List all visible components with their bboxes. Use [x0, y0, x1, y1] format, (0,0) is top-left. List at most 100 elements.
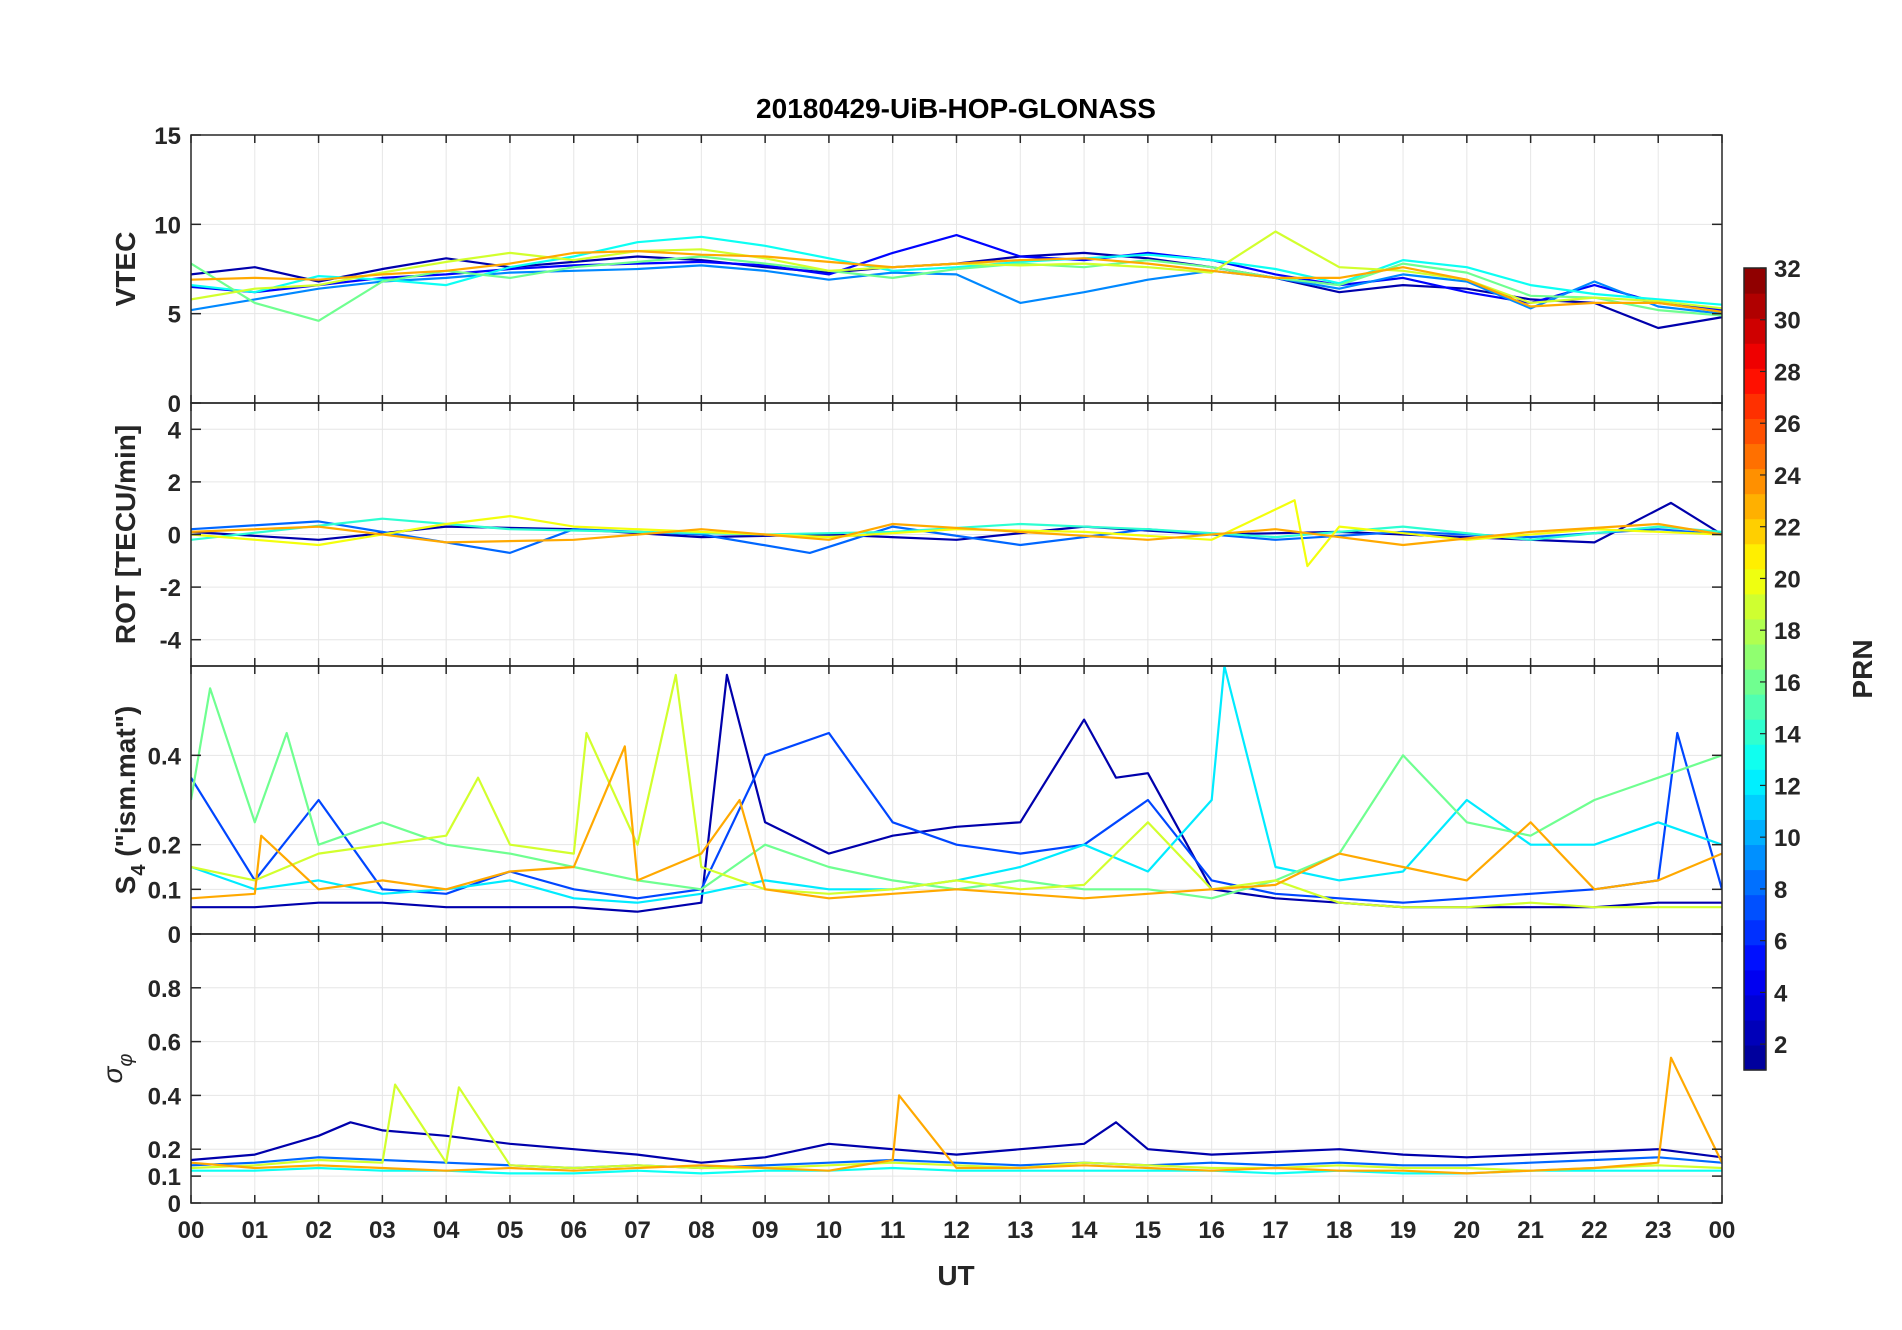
- x-tick-label: 23: [1645, 1217, 1672, 1244]
- colorbar-band: [1744, 518, 1766, 545]
- colorbar-tick-label: 16: [1774, 670, 1801, 697]
- colorbar-tick-label: 12: [1774, 773, 1801, 800]
- y-tick-label: -4: [160, 628, 182, 655]
- colorbar-band: [1744, 1044, 1766, 1071]
- y-tick-label: 0.2: [148, 1137, 181, 1164]
- series-line-prn-19: [191, 673, 1722, 909]
- colorbar-band: [1744, 343, 1766, 369]
- x-tick-label: 00: [178, 1217, 205, 1244]
- colorbar-band: [1744, 618, 1766, 645]
- colorbar-band: [1744, 643, 1766, 670]
- x-tick-label: 18: [1326, 1217, 1353, 1244]
- y-tick-label: 0.8: [148, 976, 181, 1003]
- colorbar-band: [1744, 593, 1766, 620]
- series-line-prn-23: [191, 1056, 1722, 1175]
- chart-title: 20180429-UiB-HOP-GLONASS: [756, 93, 1156, 124]
- x-tick-label: 05: [497, 1217, 524, 1244]
- x-tick-label: 13: [1007, 1217, 1034, 1244]
- colorbar-band: [1744, 1019, 1766, 1046]
- series-line-prn-20: [191, 499, 1722, 568]
- colorbar-tick-label: 2: [1774, 1032, 1787, 1059]
- x-tick-label: 10: [816, 1217, 843, 1244]
- colorbar-band: [1744, 919, 1766, 946]
- x-tick-label: 07: [624, 1217, 651, 1244]
- colorbar-tick-label: 26: [1774, 411, 1801, 438]
- colorbar-band: [1744, 368, 1766, 394]
- colorbar-band: [1744, 769, 1766, 795]
- y-tick-label: 0: [168, 391, 181, 418]
- colorbar-tick-label: 24: [1774, 463, 1801, 490]
- colorbar-band: [1744, 819, 1766, 846]
- x-tick-label: 03: [369, 1217, 396, 1244]
- x-tick-label: 00: [1709, 1217, 1736, 1244]
- colorbar-tick-label: 4: [1774, 980, 1788, 1007]
- colorbar-band: [1744, 869, 1766, 896]
- colorbar-band: [1744, 694, 1766, 720]
- x-tick-label: 12: [943, 1217, 970, 1244]
- y-tick-label: -2: [160, 575, 181, 602]
- colorbar-frame: [1743, 267, 1767, 1071]
- x-tick-label: 06: [560, 1217, 587, 1244]
- colorbar-band: [1744, 443, 1766, 470]
- x-tick-label: 14: [1071, 1217, 1098, 1244]
- colorbar-tick-label: 18: [1774, 618, 1801, 645]
- s4-panel: 0 0.1 0.2 0.4S4 ("ism.mat"): [110, 665, 1723, 949]
- colorbar-tick-label: 28: [1774, 359, 1801, 386]
- colorbar-band: [1744, 568, 1766, 595]
- colorbar-band: [1744, 318, 1766, 344]
- colorbar-band: [1744, 468, 1766, 495]
- x-tick-label: 21: [1517, 1217, 1544, 1244]
- colorbar-band: [1744, 994, 1766, 1021]
- colorbar-tick-label: 20: [1774, 566, 1801, 593]
- x-tick-label: 15: [1135, 1217, 1162, 1244]
- y-tick-label: 10: [154, 212, 181, 239]
- y-axis-label: VTEC: [110, 232, 141, 307]
- y-tick-label: 0.2: [148, 833, 181, 860]
- y-tick-label: 0.1: [148, 877, 181, 904]
- colorbar-band: [1744, 293, 1766, 319]
- vtec-panel: 0 5 10 15 VTEC: [110, 123, 1723, 418]
- y-tick-label: 0: [168, 1191, 181, 1218]
- colorbar-tick-label: 10: [1774, 825, 1801, 852]
- y-tick-label: 0: [168, 523, 181, 550]
- colorbar-band: [1744, 493, 1766, 520]
- x-tick-label: 02: [305, 1217, 332, 1244]
- sigma-phi-panel: 00.10.2 0.4 0.6 0.8 σφ: [97, 933, 1723, 1218]
- y-tick-label: 15: [154, 123, 181, 150]
- x-tick-label: 08: [688, 1217, 715, 1244]
- colorbar-label: PRN: [1847, 639, 1878, 698]
- x-tick-label: 11: [880, 1217, 905, 1244]
- colorbar-band: [1744, 844, 1766, 871]
- series-line-prn-2: [191, 1121, 1722, 1164]
- colorbar-band: [1744, 794, 1766, 820]
- series-line-prn-16: [191, 687, 1722, 900]
- x-tick-label: 22: [1581, 1217, 1608, 1244]
- x-tick-label: 16: [1198, 1217, 1225, 1244]
- y-axis-label: S4 ("ism.mat"): [110, 706, 150, 895]
- x-tick-label: 01: [241, 1217, 268, 1244]
- series-line-prn-14: [191, 517, 1722, 541]
- y-tick-label: 4: [168, 417, 182, 444]
- x-axis-label: UT: [937, 1260, 974, 1291]
- y-tick-label: 0.4: [148, 1083, 182, 1110]
- colorbar-band: [1744, 944, 1766, 971]
- colorbar-band: [1744, 268, 1766, 294]
- series-line-prn-5: [191, 234, 1722, 312]
- y-tick-label: 2: [168, 470, 181, 497]
- y-tick-label: 0.4: [148, 743, 182, 770]
- colorbar-band: [1744, 719, 1766, 745]
- colorbar-band: [1744, 418, 1766, 445]
- y-axis-label: ROT [TECU/min]: [110, 425, 141, 644]
- colorbar-tick-label: 32: [1774, 256, 1801, 283]
- y-tick-label: 0: [168, 922, 181, 949]
- series-line-prn-23: [191, 522, 1722, 547]
- series-line-prn-7: [191, 731, 1722, 904]
- rot-panel: -4 -2 0 2 4 ROT [TECU/min]: [110, 402, 1723, 667]
- x-tick-label: 19: [1390, 1217, 1417, 1244]
- x-axis-ticks: 00 01 02 03 04 05 06 07 08 09 10 11 12 13 14 15 16 17 18 19…: [178, 1217, 1736, 1244]
- series-line-prn-23: [191, 745, 1722, 900]
- series-line-prn-19: [191, 1083, 1722, 1172]
- y-tick-label: 5: [168, 302, 181, 329]
